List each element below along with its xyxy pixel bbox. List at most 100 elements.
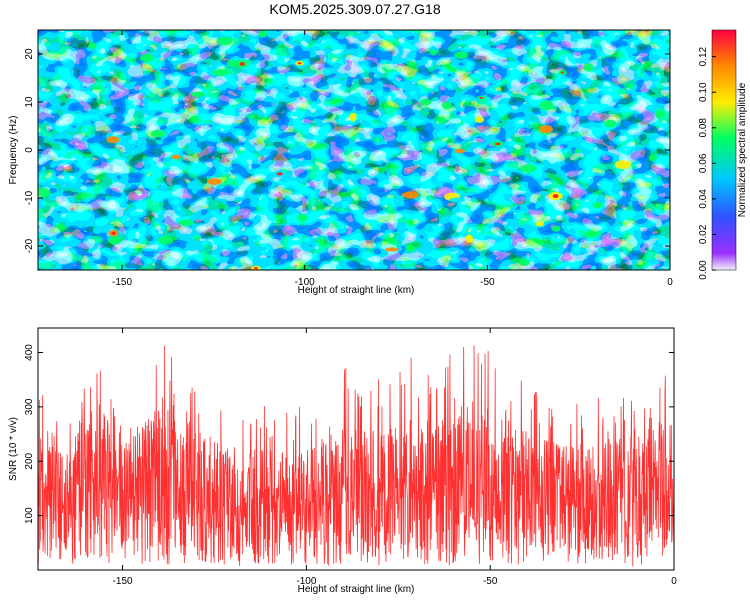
colorbar-ticks: 0.00 0.02 0.04 0.06 0.08 0.10 0.12 (698, 46, 716, 280)
heatmap-peak (405, 243, 416, 252)
colorbar-tick-label: 0.08 (698, 118, 709, 138)
heatmap-peak (518, 259, 530, 267)
snr-line (38, 345, 674, 567)
heatmap-peak (178, 219, 194, 226)
heatmap-peak-core (253, 267, 258, 270)
snr-x-tick-label: -50 (483, 576, 498, 587)
heatmap-peak (449, 197, 466, 203)
colorbar-tick-label: 0.04 (698, 189, 709, 209)
colorbar-gradient (711, 29, 737, 271)
heatmap-peak (419, 98, 432, 106)
heatmap-peak (538, 125, 553, 134)
heatmap-peak (520, 164, 537, 173)
colorbar-tick-label: 0.10 (698, 82, 709, 102)
heatmap-peak-core (479, 96, 483, 99)
heatmap-peak (539, 100, 554, 111)
heatmap-x-tick-label: -150 (112, 277, 132, 288)
heatmap-peak (645, 104, 659, 112)
heatmap-peak (88, 42, 97, 50)
heatmap-peak (655, 110, 663, 119)
snr-panel: -150 -100 -50 0 100 200 300 400 Height of stra… (8, 327, 677, 595)
figure-title: KOM5.2025.309.07.27.G18 (269, 1, 440, 17)
heatmap-x-tick-label: -100 (295, 277, 315, 288)
heatmap-peak (235, 102, 246, 109)
heatmap-peak (535, 221, 544, 227)
heatmap-peak (403, 191, 419, 199)
heatmap-peak (551, 225, 561, 232)
heatmap-peak (604, 119, 617, 128)
heatmap-peak-core (560, 71, 565, 74)
heatmap-peak (194, 235, 201, 241)
snr-series (38, 345, 674, 567)
heatmap-peak (216, 36, 233, 46)
heatmap-peak (429, 49, 437, 56)
heatmap-peak-core (111, 231, 116, 235)
colorbar: 0.00 0.02 0.04 0.06 0.08 0.10 0.12 Normalized … (698, 29, 748, 280)
colorbar-tick-label: 0.06 (698, 153, 709, 173)
heatmap-peak (158, 236, 174, 245)
snr-y-tick-label: 100 (24, 507, 35, 524)
colorbar-tick-label: 0.12 (698, 46, 709, 66)
heatmap-peak-core (552, 194, 559, 198)
colorbar-label: Normalized spectral amplitude (737, 82, 748, 217)
heatmap-peak (441, 101, 453, 110)
heatmap-hot-spots (38, 30, 663, 270)
heatmap-peak (583, 63, 595, 72)
heatmap-x-tick-label: -50 (480, 277, 495, 288)
heatmap-x-label: Height of straight line (km) (298, 285, 415, 296)
heatmap-peak (474, 116, 485, 123)
heatmap-peak (614, 160, 631, 170)
snr-y-label: SNR (10 * v/v) (8, 417, 19, 481)
snr-y-tick-label: 200 (24, 452, 35, 469)
heatmap-peak (349, 112, 357, 122)
heatmap-y-axis: -20 -10 0 10 20 (24, 48, 670, 253)
heatmap-y-tick-label: 20 (24, 48, 35, 60)
heatmap-peak (385, 247, 399, 252)
heatmap-peak (106, 136, 120, 144)
heatmap-y-tick-label: 10 (24, 96, 35, 108)
snr-x-tick-label: -150 (113, 576, 133, 587)
heatmap-peak (454, 51, 468, 59)
heatmap-x-axis: -150 -100 -50 0 (112, 30, 673, 288)
heatmap-peak (648, 154, 658, 162)
heatmap-peak (38, 188, 51, 197)
heatmap-y-tick-label: -20 (24, 238, 35, 253)
heatmap-peak (191, 91, 206, 98)
heatmap-field (38, 30, 670, 270)
heatmap-y-tick-label: 0 (24, 147, 35, 153)
snr-x-label: Height of straight line (km) (298, 584, 415, 595)
heatmap-peak (108, 236, 122, 245)
heatmap-peak-core (276, 172, 283, 176)
heatmap-y-tick-label: -10 (24, 190, 35, 205)
heatmap-peak (207, 178, 222, 185)
heatmap-peak (454, 148, 466, 154)
heatmap-peak (274, 215, 282, 220)
heatmap-peak (187, 185, 199, 190)
heatmap-peak (296, 214, 308, 222)
heatmap-x-tick-label: 0 (667, 277, 673, 288)
heatmap-peak-core (239, 62, 245, 66)
snr-x-axis: -150 -100 -50 0 (113, 328, 677, 587)
heatmap-peak-core (297, 62, 302, 65)
heatmap-peak (171, 154, 181, 160)
heatmap-y-label: Frequency (Hz) (8, 116, 19, 185)
heatmap-peak-core (495, 142, 501, 146)
heatmap-peak (212, 69, 228, 77)
snr-y-axis: 100 200 300 400 (24, 344, 674, 524)
snr-frame (37, 327, 675, 571)
colorbar-tick-label: 0.02 (698, 224, 709, 244)
heatmap-peak (408, 60, 415, 67)
colorbar-tick-label: 0.00 (698, 260, 709, 280)
snr-x-tick-label: -100 (296, 576, 316, 587)
heatmap-peak (592, 201, 603, 209)
heatmap-peak (465, 234, 474, 243)
heatmap-peak (538, 190, 550, 196)
heatmap-peak (258, 30, 268, 38)
heatmap-peak (438, 116, 446, 125)
snr-y-tick-label: 400 (24, 344, 35, 361)
snr-x-tick-label: 0 (671, 576, 677, 587)
heatmap-peak (574, 148, 581, 154)
heatmap-peak (140, 53, 155, 63)
